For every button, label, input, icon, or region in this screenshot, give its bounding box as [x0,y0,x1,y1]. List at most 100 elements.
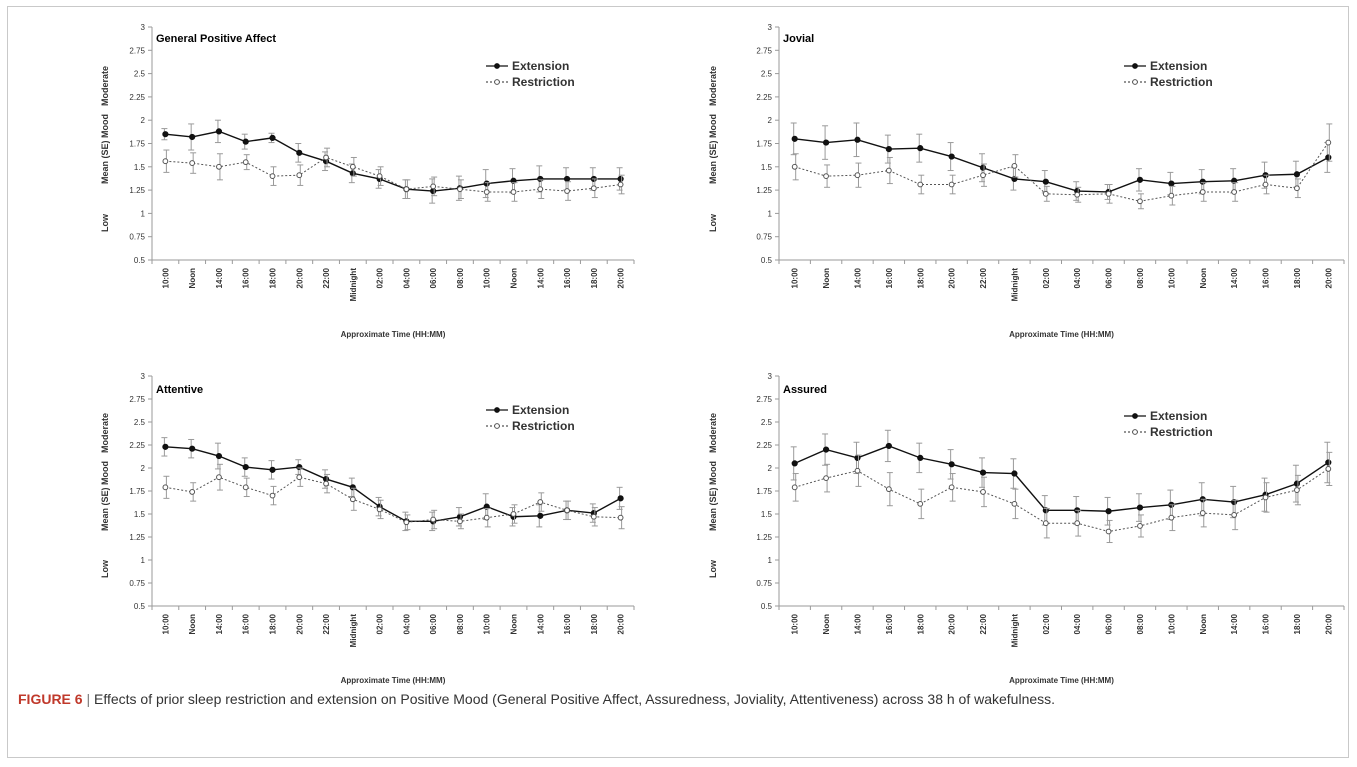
data-point-restriction [564,507,570,514]
data-point-extension [162,131,169,138]
x-tick-label: Noon [188,268,197,289]
x-tick-label: 10:00 [791,613,800,634]
data-point-extension [1136,504,1144,511]
x-tick-label: 14:00 [215,267,224,288]
x-tick-label: 16:00 [1262,267,1271,288]
x-tick-label: 02:00 [1042,267,1051,288]
y-tick-label: 2.75 [756,395,772,404]
data-point-restriction [823,475,829,482]
chart-title: Assured [783,384,828,396]
data-point-restriction [537,499,544,505]
x-tick-label: 08:00 [1136,613,1145,634]
x-tick-label: 08:00 [1136,267,1145,288]
legend-swatch [1124,63,1146,69]
data-point-extension [854,454,861,461]
legend-swatch [486,407,508,413]
data-point-restriction [189,160,196,166]
data-point-extension [822,446,830,453]
data-point-restriction [980,489,986,495]
series-line-extension [794,138,1329,193]
data-point-restriction [242,484,249,491]
x-tick-label: 18:00 [916,613,925,634]
x-tick-label: 14:00 [536,613,545,634]
y-tick-label: 1 [768,556,773,565]
series-line-restriction [165,156,621,193]
x-tick-label: 06:00 [1105,267,1114,288]
series-line-restriction [794,142,1329,202]
data-point-extension [822,139,830,146]
data-point-restriction [1042,520,1049,527]
data-point-extension [269,466,276,473]
y-tick-label: 1.5 [761,510,773,519]
x-tick-label: 14:00 [853,267,862,288]
x-tick-label: 14:00 [1230,613,1239,634]
data-point-extension [854,136,861,143]
y-tick-label: 0.5 [134,256,146,265]
chart-panel-assured: 0.5 0.75 1 1.25 1.5 1.75 2 2.25 2.5 2.75 3 10:00 Noo… [678,365,1357,685]
y-tick-label: 2 [141,464,146,473]
data-point-extension [885,442,892,450]
x-tick-label: 20:00 [1324,267,1333,288]
y-tick-label: 2.75 [129,46,145,55]
x-tick-label: 18:00 [1293,613,1302,634]
data-point-extension [537,512,544,519]
data-point-restriction [483,189,490,195]
data-point-restriction [917,181,924,188]
y-tick-label: 2.25 [129,441,145,450]
x-tick-label: 16:00 [563,613,572,634]
data-point-extension [189,133,196,141]
data-point-restriction [617,181,624,188]
y-tick-label: 1.5 [134,163,146,172]
y-tick-label: 2.75 [756,46,772,55]
data-point-restriction [216,163,222,170]
data-point-restriction [948,181,955,188]
data-point-extension [162,443,169,450]
data-point-restriction [1011,500,1018,507]
series-line-extension [794,445,1329,512]
x-tick-label: 20:00 [617,267,626,288]
x-tick-label: 10:00 [161,267,170,288]
data-point-restriction [1168,514,1175,521]
x-tick-label: 02:00 [1042,613,1051,634]
x-tick-label: Noon [822,614,831,635]
y-tick-label: 2.5 [134,70,146,79]
legend-entry: Restriction [484,74,575,90]
x-tick-label: Noon [1199,268,1208,289]
legend-swatch [1124,429,1146,435]
data-point-extension [1231,177,1238,184]
y-tick-label: 0.5 [134,602,146,611]
data-point-restriction [323,480,329,487]
x-tick-label: 06:00 [1105,613,1114,634]
x-tick-label: 10:00 [483,613,492,634]
series-line-extension [165,446,621,523]
y-tick-label: 1.75 [129,140,145,149]
y-tick-label: 1.25 [756,533,772,542]
x-tick-label: 04:00 [402,613,411,634]
y-tick-label: 1 [768,209,773,218]
legend-entry: Extension [484,58,575,74]
y-tick-label: 1.5 [134,510,146,519]
data-point-extension [1011,175,1018,183]
data-point-restriction [1294,185,1300,192]
x-axis-label: Approximate Time (HH:MM) [1009,330,1114,339]
data-point-extension [1011,470,1018,477]
legend-label: Extension [512,59,570,73]
data-point-restriction [162,158,169,165]
data-point-restriction [791,484,798,491]
x-tick-label: 18:00 [590,267,599,288]
y-tick-label: 0.75 [756,233,772,242]
legend-swatch [486,423,508,429]
y-tick-label: 2.5 [134,418,146,427]
y-tick-label: 2.5 [761,418,773,427]
data-point-restriction [1262,494,1269,501]
x-tick-label: 14:00 [536,267,545,288]
y-tick-label: 3 [768,372,773,381]
y-tick-label: 3 [141,372,146,381]
data-point-restriction [1137,198,1143,205]
data-point-restriction [1262,181,1269,188]
data-point-restriction [1074,191,1081,198]
data-point-restriction [376,506,383,513]
chart-legend: Extension Restriction [484,58,575,90]
